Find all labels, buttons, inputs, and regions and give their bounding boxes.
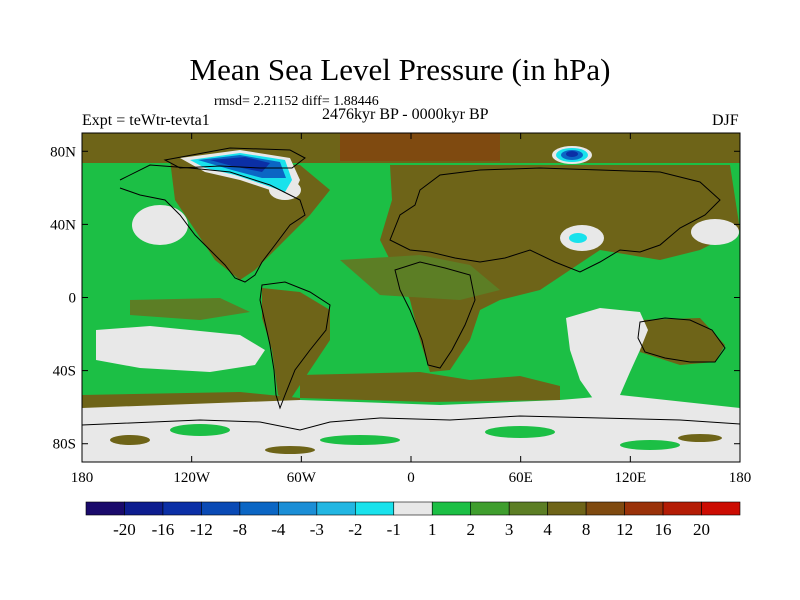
latitude-ticks: 80N 40N 0 40S 80S — [50, 144, 740, 453]
lat-tick-label: 40S — [53, 364, 76, 380]
colorbar-swatch — [393, 501, 433, 516]
colorbar-swatch — [508, 501, 548, 516]
colorbar-swatch — [278, 501, 318, 516]
colorbar-swatch — [124, 501, 164, 516]
map-title: Mean Sea Level Pressure (in hPa) — [189, 52, 611, 87]
colorbar-label: -2 — [348, 520, 363, 539]
lon-tick-label: 180 — [729, 470, 752, 486]
colorbar-swatch — [624, 501, 664, 516]
lon-tick-label: 60W — [287, 470, 317, 486]
colorbar-swatch — [585, 501, 625, 516]
experiment-label: Expt = teWtr-tevta1 — [82, 112, 210, 129]
longitude-ticks: 180 120W 60W 0 60E 120E 180 — [71, 133, 752, 486]
colorbar-swatch — [316, 501, 356, 516]
map-field — [82, 133, 740, 462]
period-label: 2476kyr BP - 0000kyr BP — [322, 106, 489, 123]
colorbar-swatch — [701, 501, 741, 516]
colorbar-label: -16 — [151, 520, 175, 539]
colorbar-swatch — [85, 501, 125, 516]
colorbar-label: 16 — [654, 520, 672, 539]
colorbar-label: 1 — [427, 520, 437, 539]
colorbar-label: -1 — [386, 520, 401, 539]
stats-text: rmsd= 2.21152 diff= 1.88446 — [214, 94, 379, 109]
colorbar-label: -8 — [232, 520, 247, 539]
colorbar-swatch — [470, 501, 510, 516]
lat-tick-label: 80N — [50, 144, 76, 160]
lon-tick-label: 180 — [71, 470, 94, 486]
lon-tick-label: 120W — [173, 470, 211, 486]
colorbar-swatch — [662, 501, 702, 516]
lat-tick-label: 40N — [50, 217, 76, 233]
near-zero-regions — [82, 180, 740, 462]
colorbar-swatch — [547, 501, 587, 516]
colorbar — [85, 501, 741, 516]
colorbar-label: 8 — [581, 520, 591, 539]
colorbar-label: 20 — [693, 520, 711, 539]
colorbar-swatch — [431, 501, 472, 516]
lat-tick-label: 80S — [53, 437, 76, 453]
colorbar-swatch — [354, 501, 395, 516]
lon-tick-label: 120E — [614, 470, 646, 486]
colorbar-label: -12 — [190, 520, 213, 539]
colorbar-label: -20 — [113, 520, 136, 539]
season-label: DJF — [712, 112, 739, 129]
negative-anomaly-regions — [180, 146, 592, 243]
lon-tick-label: 0 — [407, 470, 415, 486]
colorbar-swatch — [201, 501, 241, 516]
colorbar-label: 4 — [543, 520, 552, 539]
colorbar-label: -4 — [271, 520, 286, 539]
lon-tick-label: 60E — [509, 470, 533, 486]
colorbar-label: 3 — [504, 520, 514, 539]
colorbar-swatch — [239, 501, 279, 516]
lat-tick-label: 0 — [69, 291, 77, 307]
coastlines — [82, 147, 740, 431]
colorbar-swatch — [162, 501, 202, 516]
colorbar-label: 2 — [466, 520, 475, 539]
colorbar-label: -3 — [309, 520, 324, 539]
colorbar-label: 12 — [616, 520, 634, 539]
